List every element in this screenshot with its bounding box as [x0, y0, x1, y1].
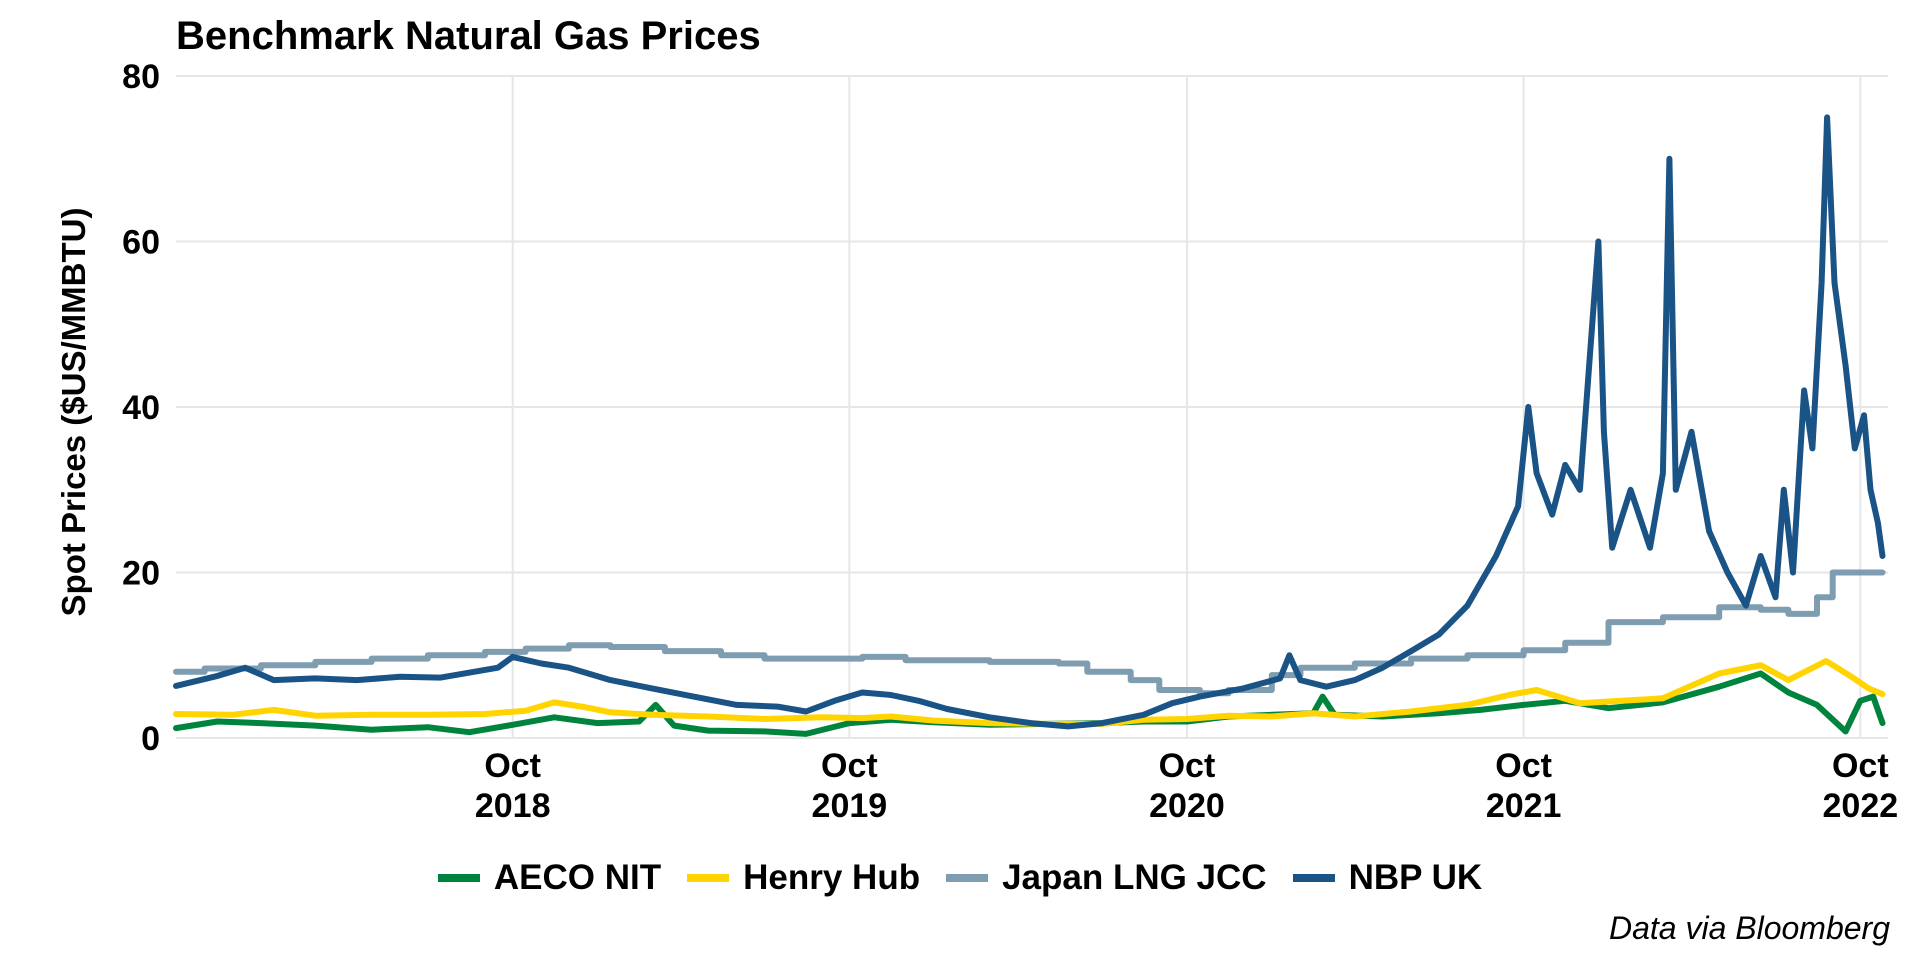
- x-tick-label: Oct 2021: [1486, 747, 1562, 825]
- legend-item: Henry Hub: [687, 858, 920, 898]
- y-tick-label: 80: [122, 58, 160, 96]
- x-tick-label: Oct 2022: [1823, 747, 1899, 825]
- series-line-nbp-uk: [173, 114, 1886, 730]
- legend-label: AECO NIT: [493, 858, 662, 897]
- series-lines: [173, 114, 1886, 737]
- legend-label: NBP UK: [1348, 858, 1483, 897]
- legend-swatch: [1292, 874, 1335, 882]
- series-line-japan-lng-jcc: [173, 569, 1886, 697]
- chart-title: Benchmark Natural Gas Prices: [176, 14, 761, 58]
- y-axis-ticks: 0 20 40 60 80: [122, 58, 160, 758]
- x-tick-label: Oct 2019: [812, 747, 888, 825]
- legend-item: Japan LNG JCC: [946, 858, 1267, 898]
- grid: [176, 75, 1888, 739]
- legend: AECO NIT Henry Hub Japan LNG JCC NBP UK: [0, 858, 1920, 898]
- legend-swatch: [946, 874, 989, 882]
- x-tick-label: Oct 2018: [475, 747, 551, 825]
- y-tick-label: 40: [122, 389, 160, 427]
- legend-item: NBP UK: [1292, 858, 1483, 898]
- legend-label: Japan LNG JCC: [1002, 858, 1267, 897]
- y-tick-label: 20: [122, 555, 160, 593]
- caption: Data via Bloomberg: [1608, 910, 1890, 946]
- x-axis-ticks: Oct 2018 Oct 2019 Oct 2020 Oct 2021 Oct 2022: [475, 747, 1898, 825]
- legend-item: AECO NIT: [437, 858, 662, 898]
- legend-swatch: [687, 874, 730, 882]
- legend-swatch: [437, 874, 480, 882]
- y-tick-label: 0: [141, 720, 160, 758]
- y-tick-label: 60: [122, 224, 160, 262]
- legend-label: Henry Hub: [743, 858, 921, 897]
- series-line-henry-hub: [173, 658, 1886, 727]
- x-tick-label: Oct 2020: [1149, 747, 1225, 825]
